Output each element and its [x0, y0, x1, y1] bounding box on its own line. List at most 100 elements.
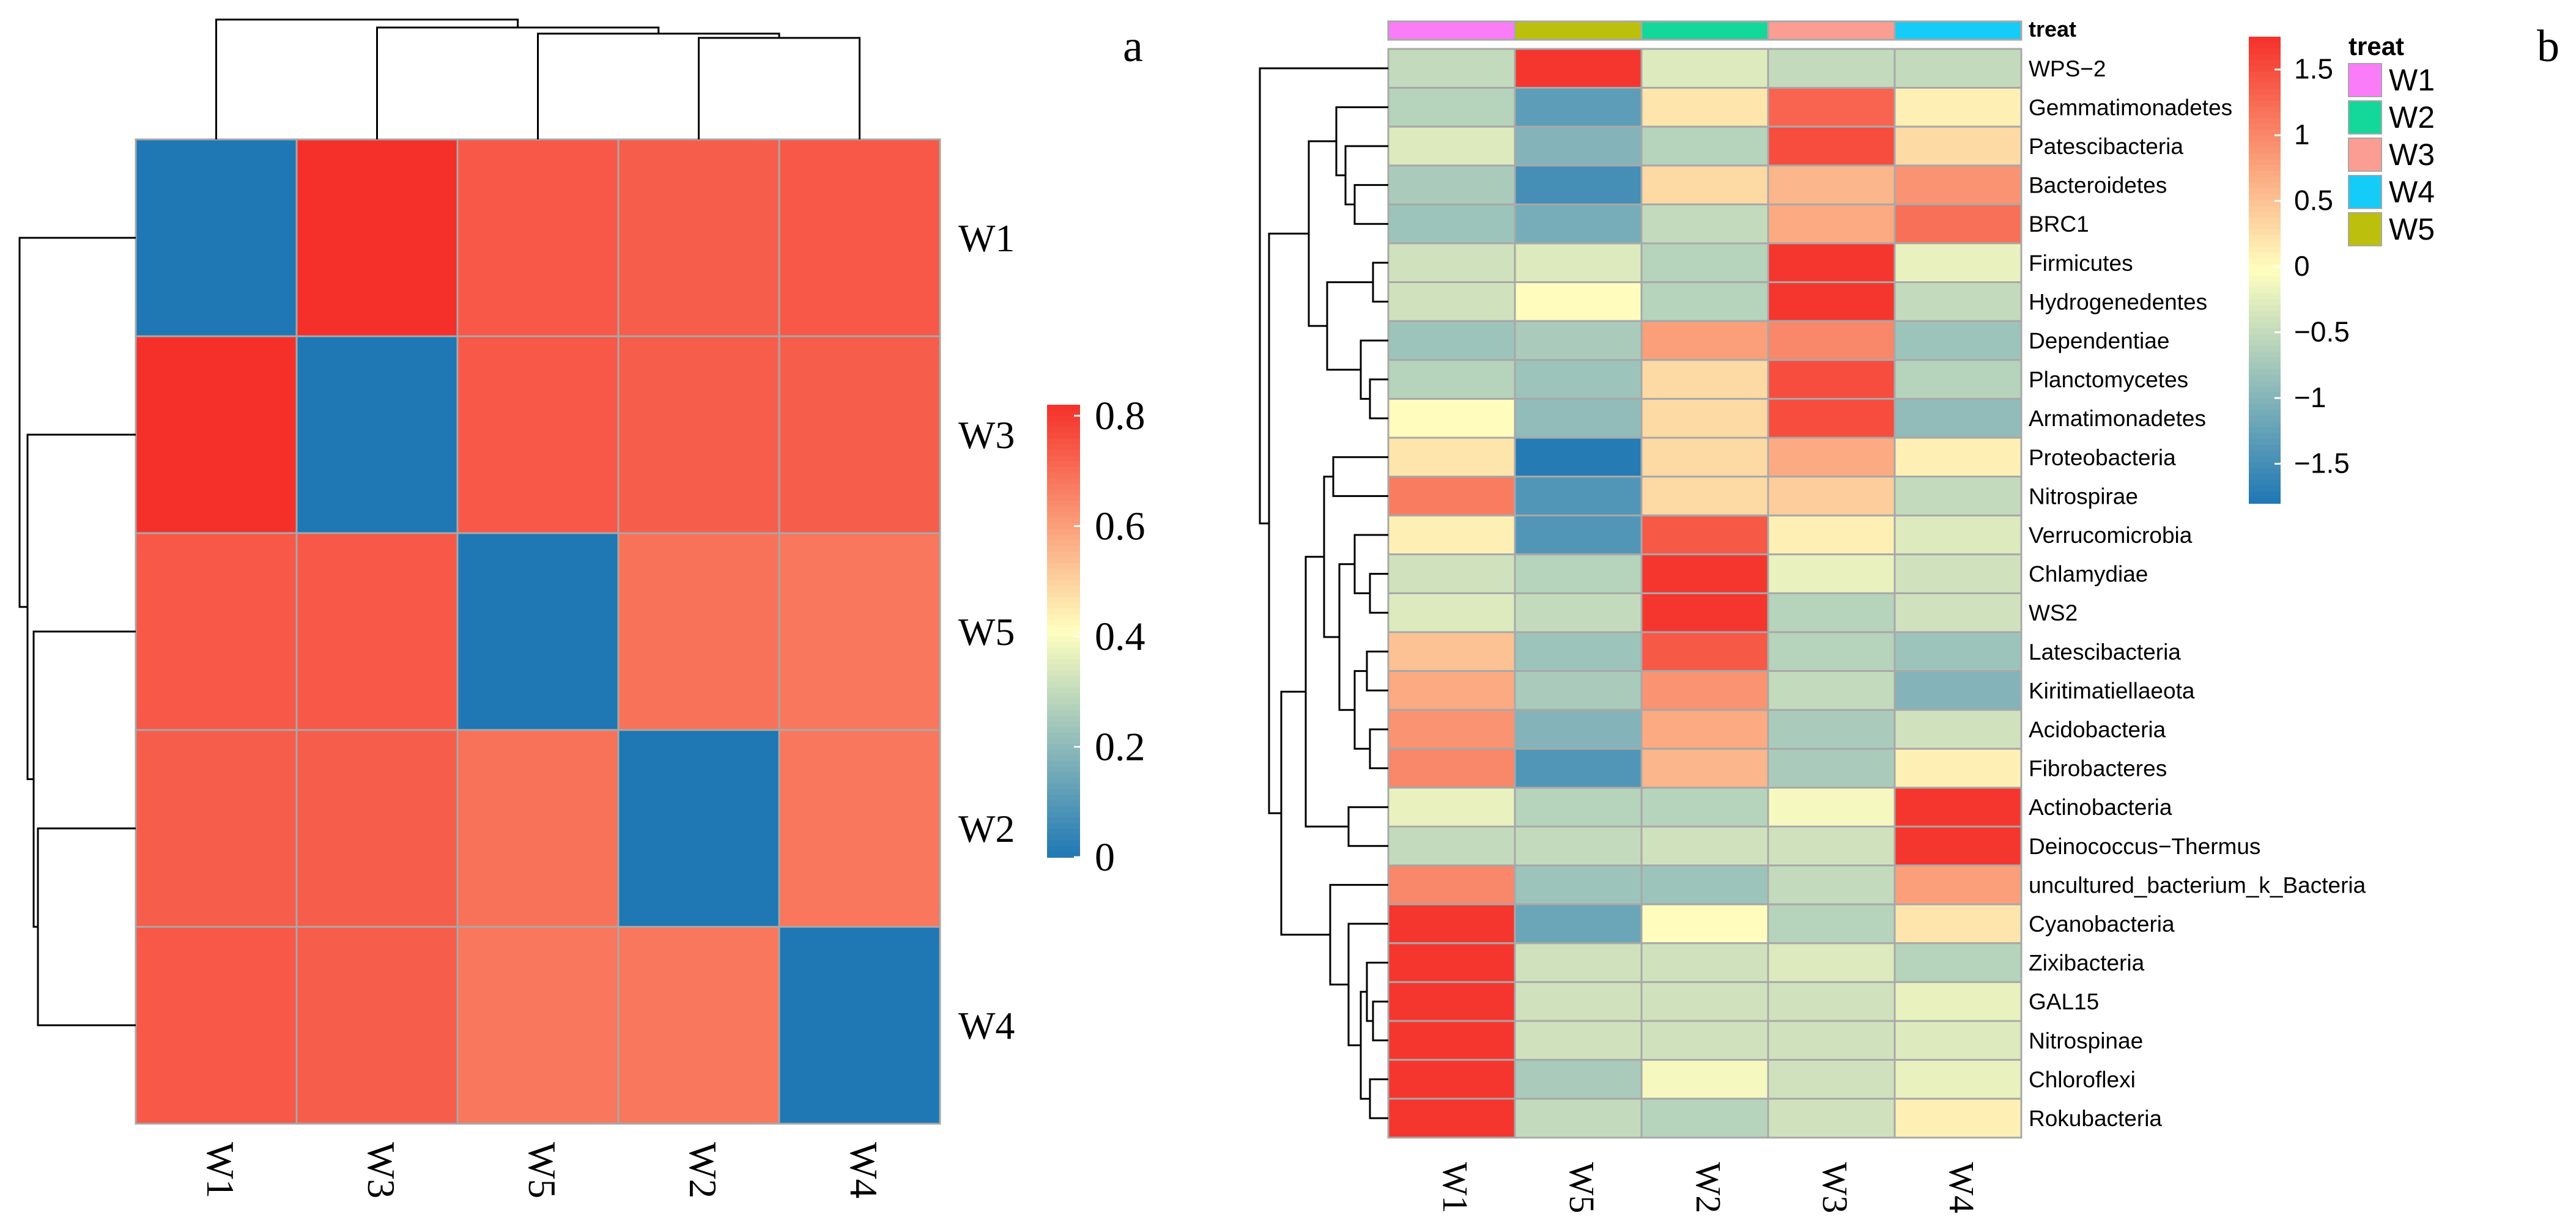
colorbar-tick-label: −1.5 — [2294, 448, 2350, 479]
heatmap-cell — [1893, 514, 2023, 556]
row-label: Kiritimatiellaeota — [2029, 678, 2195, 703]
colorbar-step — [1047, 484, 1080, 490]
heatmap-cell — [1640, 631, 1769, 672]
colorbar-step — [1047, 846, 1080, 852]
heatmap-cell — [1767, 709, 1896, 750]
colorbar-step — [1047, 410, 1080, 417]
row-label: Armatimonadetes — [2029, 406, 2206, 431]
legend-swatch — [2348, 63, 2382, 97]
colorbar-tick-label: 1 — [2294, 119, 2310, 150]
colorbar-step — [1047, 455, 1080, 462]
colorbar-step — [1047, 580, 1080, 586]
colorbar-step — [1047, 461, 1080, 468]
heatmap-cell — [778, 729, 941, 928]
colorbar-step — [1047, 755, 1080, 762]
colorbar-step — [2249, 229, 2281, 236]
heatmap-cell — [1893, 48, 2023, 89]
tree-branch — [1369, 573, 1388, 614]
colorbar-step — [1047, 614, 1080, 621]
heatmap-cell — [135, 335, 298, 534]
heatmap-cell — [1893, 631, 2023, 672]
heatmap-cell — [1514, 709, 1643, 750]
colorbar-step — [1047, 767, 1080, 773]
colorbar-step — [2249, 263, 2281, 271]
heatmap-cell — [1767, 748, 1896, 789]
heatmap-cell — [1387, 1059, 1516, 1100]
colorbar-step — [1047, 608, 1080, 615]
heatmap-cell — [1893, 281, 2023, 322]
colorbar-step — [1047, 817, 1080, 824]
colorbar-step — [2249, 468, 2281, 475]
row-label: Hydrogenedentes — [2029, 289, 2207, 314]
heatmap-cell — [1640, 1059, 1769, 1100]
heatmap-cell — [1893, 592, 2023, 633]
heatmap-cell — [1767, 670, 1896, 711]
row-label: BRC1 — [2029, 212, 2089, 237]
heatmap-cell — [1640, 164, 1769, 205]
colorbar-step — [2249, 153, 2281, 160]
heatmap-cell — [1514, 631, 1643, 672]
colorbar-step — [1047, 738, 1080, 745]
colorbar-step — [1047, 732, 1080, 739]
heatmap-cell — [1767, 437, 1896, 478]
colorbar-step — [2249, 339, 2281, 347]
colorbar-step — [1047, 699, 1080, 706]
heatmap-cell — [295, 926, 459, 1125]
row-label: Planctomycetes — [2029, 367, 2188, 392]
colorbar-step — [1047, 715, 1080, 722]
colorbar-tick-label: 0.8 — [1095, 394, 1146, 438]
colorbar-step — [2249, 188, 2281, 195]
colorbar-step — [2249, 421, 2281, 429]
colorbar-step — [1047, 654, 1080, 660]
colorbar-step — [2249, 240, 2281, 248]
colorbar-step — [2249, 287, 2281, 294]
heatmap-cell — [1767, 942, 1896, 983]
colorbar-step — [1047, 835, 1080, 841]
tree-branch — [1305, 556, 1349, 828]
heatmap-cell — [1640, 592, 1769, 633]
colorbar-step — [1047, 789, 1080, 796]
heatmap-cell — [1514, 748, 1643, 789]
legend-item-label: W2 — [2389, 100, 2435, 134]
row-label: W1 — [958, 216, 1015, 260]
colorbar-step — [2249, 164, 2281, 172]
colorbar-tick-label: 0 — [1095, 835, 1115, 880]
colorbar-step — [2249, 42, 2281, 50]
heatmap-cell — [1514, 1097, 1643, 1139]
heatmap-cell — [295, 335, 459, 534]
colorbar: 1.5 1 0.5 0 −0.5 −1 −1.5 — [2249, 37, 2350, 504]
tree-branch — [698, 37, 861, 139]
colorbar-step — [2249, 200, 2281, 207]
legend-swatch — [2348, 175, 2382, 209]
colorbar-step — [1047, 489, 1080, 496]
heatmap-cell — [1387, 981, 1516, 1022]
heatmap-cell — [1640, 553, 1769, 594]
heatmap-cell — [1514, 825, 1643, 867]
row-label: W4 — [958, 1004, 1015, 1047]
colorbar-step — [1047, 466, 1080, 473]
row-label: Fibrobacteres — [2029, 756, 2167, 781]
colorbar-step — [1047, 778, 1080, 784]
tree-branch — [537, 32, 780, 139]
heatmap-cell — [1893, 476, 2023, 517]
colorbar-step — [1047, 501, 1080, 507]
heatmap-cell — [1640, 203, 1769, 245]
heatmap-cell — [1387, 242, 1516, 284]
heatmap-cell — [135, 532, 298, 731]
tree-branch — [1259, 67, 1388, 525]
heatmap-cell — [1387, 670, 1516, 711]
heatmap-cell — [1514, 514, 1643, 556]
column-label: W5 — [1562, 1162, 1602, 1214]
tree-branch — [1329, 883, 1388, 986]
colorbar-step — [2249, 141, 2281, 149]
colorbar-step — [1047, 828, 1080, 835]
annotation-cell — [1640, 20, 1769, 41]
colorbar-step — [2249, 369, 2281, 376]
colorbar-tick-label: 0.6 — [1095, 504, 1146, 549]
colorbar-step — [1047, 523, 1080, 530]
tree-branch — [1353, 184, 1388, 225]
heatmap-cell — [1893, 1097, 2023, 1139]
heatmap-cell — [1514, 203, 1643, 245]
tree-branch — [1308, 140, 1336, 327]
